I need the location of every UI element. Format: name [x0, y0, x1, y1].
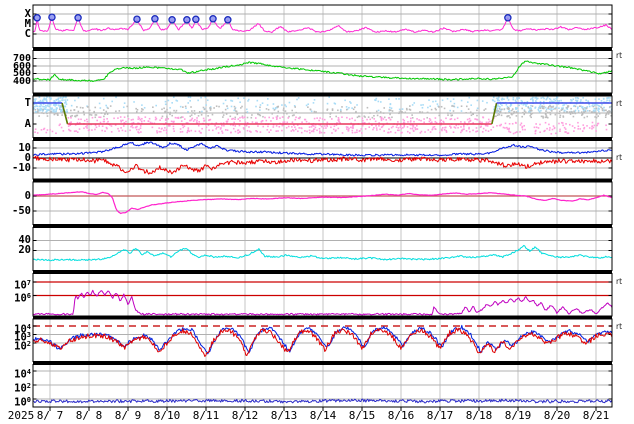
flare-marker [133, 15, 141, 23]
flare-marker [74, 14, 82, 22]
panel-xray [33, 5, 612, 47]
panel-bz [33, 141, 612, 179]
flare-marker [504, 14, 512, 22]
panel-proton [33, 274, 612, 316]
panel-p9 [33, 365, 612, 407]
imf-bt [33, 141, 612, 157]
electron-flux-red-log10 [33, 327, 612, 357]
background-flux-log10 [33, 398, 612, 404]
panel-density [33, 228, 612, 270]
dst-index [33, 191, 612, 215]
imf-bz [33, 155, 612, 175]
flare-marker [209, 15, 217, 23]
proton-flux-log10 [33, 289, 612, 316]
solar-wind-density [33, 244, 612, 262]
flare-marker [151, 15, 159, 23]
flare-marker [192, 15, 200, 24]
electron-flux-blue-log10 [33, 324, 612, 355]
panel-dst [33, 182, 612, 224]
flare-marker [33, 14, 41, 22]
panel-plasma [33, 96, 612, 137]
panel-electron [33, 319, 612, 361]
solar-wind-speed [33, 60, 612, 82]
flare-marker [48, 13, 56, 21]
flare-marker [224, 16, 232, 24]
goes-xray-flux [33, 17, 612, 34]
flare-marker [168, 16, 176, 24]
flare-marker [183, 16, 191, 24]
panel-speed [33, 51, 612, 93]
